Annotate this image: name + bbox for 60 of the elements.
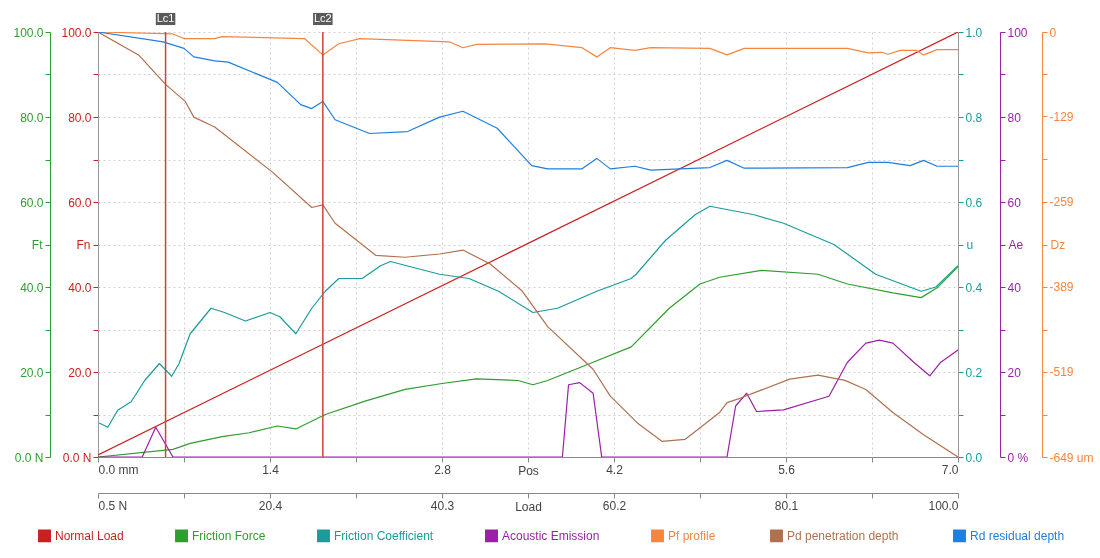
text: 0 % [1007,450,1029,465]
line-series [98,32,958,171]
y3-tick-label: -649 um [1049,450,1094,465]
y-tick-label: 100.0 [61,25,92,40]
x-axis-title: Pos [518,463,539,478]
x-tick-label: 4.2 [606,462,624,477]
y-tick-label: 80.0 [68,110,92,125]
legend-label: Normal Load [55,528,124,543]
y2-tick-label: 0.4 [965,280,983,295]
x-tick-label: 2.8 [434,462,452,477]
x2-tick-label: 80.1 [774,498,799,513]
x-tick-label: 5.6 [778,462,796,477]
text: 80 [1007,110,1022,125]
y3-tick-label: -389 [1049,280,1074,295]
x2-axis-title: Load [515,499,542,514]
y3-tick-label: -519 [1049,365,1074,380]
y2-tick-label: 0.0 [965,450,983,465]
y2-tick-label: 1.0 [965,25,983,40]
text: Ae [1008,238,1024,252]
text: 80.0 [20,110,44,125]
legend-label: Pd penetration depth [787,528,899,543]
x2-tick-label: 0.5 N [98,498,128,513]
y3-tick-label: -129 [1049,109,1074,124]
y-tick-label: 0.0 N [62,450,92,465]
text: 0.0 N [14,450,44,465]
x2-tick-label: 100.0 [928,498,959,513]
legend-label: Friction Coefficient [334,528,434,543]
y3-tick-label: 0 [1049,25,1057,40]
ref-line-label: Lc2 [313,12,332,24]
text: 20.0 [20,365,44,380]
x-tick-label: 0.0 mm [98,462,139,477]
x2-tick-label: 60.2 [602,498,627,513]
y3-axis-title: Dz [1050,238,1066,252]
ref-line-label: Lc1 [156,12,175,24]
x-tick-label: 7.0 [941,462,959,477]
text: 40 [1007,280,1022,295]
y2-tick-label: 0.2 [965,365,983,380]
y2-tick-label: 0.8 [965,110,983,125]
text: 60.0 [20,195,44,210]
text: 40.0 [20,280,44,295]
legend-label: Acoustic Emission [502,528,600,543]
legend-label: Pf profile [668,528,716,543]
y2-tick-label: 0.6 [965,195,983,210]
x-tick-label: 1.4 [262,462,280,477]
text: 20 [1007,365,1022,380]
text: Ft [31,238,44,252]
text: 100.0 [13,25,44,40]
line-series [98,205,958,428]
legend-label: Rd residual depth [970,528,1065,543]
y3-tick-label: -259 [1049,195,1074,210]
text: 100 [1007,25,1028,40]
legend-label: Friction Force [192,528,266,543]
y-tick-label: 60.0 [68,195,92,210]
x2-tick-label: 20.4 [258,498,283,513]
y-tick-label: 20.0 [68,365,92,380]
x2-tick-label: 40.3 [430,498,455,513]
y-axis-title: Fn [76,238,91,252]
text: 60 [1007,195,1022,210]
y2-axis-title: u [966,238,974,252]
y-tick-label: 40.0 [68,280,92,295]
